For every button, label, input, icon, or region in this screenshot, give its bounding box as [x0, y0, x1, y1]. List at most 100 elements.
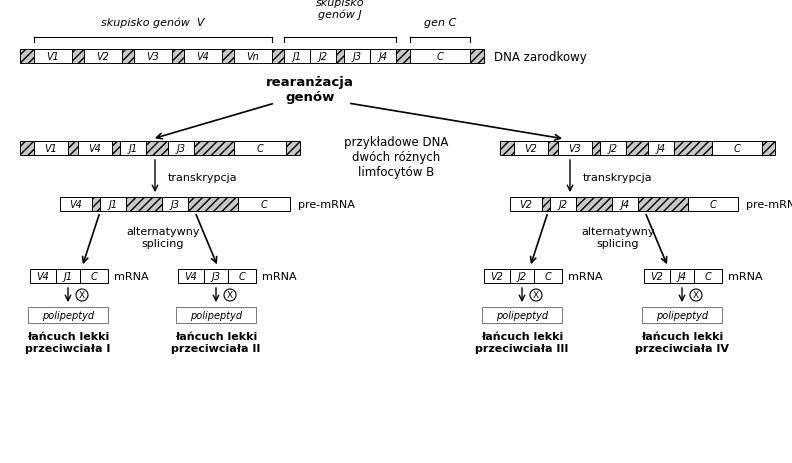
Bar [134, 50, 172, 64]
Text: J4: J4 [677, 271, 687, 282]
Text: V4: V4 [89, 144, 101, 154]
Text: J2: J2 [517, 271, 527, 282]
Text: pre-mRNA: pre-mRNA [298, 200, 355, 210]
Text: C: C [90, 271, 97, 282]
Text: V2: V2 [520, 200, 532, 210]
Text: V2: V2 [650, 271, 664, 282]
Bar [72, 50, 84, 64]
Text: J3: J3 [211, 271, 220, 282]
Text: łańcuch lekki
przeciwciała III: łańcuch lekki przeciwciała III [475, 332, 569, 353]
Bar [310, 50, 336, 64]
Bar [542, 198, 550, 212]
Text: J2: J2 [558, 200, 568, 210]
Text: V4: V4 [185, 271, 197, 282]
Bar [762, 142, 775, 156]
Text: V4: V4 [70, 200, 82, 210]
Bar [168, 142, 194, 156]
Text: rearanżacja
genów: rearanżacja genów [266, 76, 354, 104]
Text: mRNA: mRNA [262, 271, 297, 282]
Text: V1: V1 [47, 52, 59, 62]
Bar [510, 269, 534, 283]
Bar [514, 142, 548, 156]
Text: skupisko genów  V: skupisko genów V [101, 18, 205, 28]
Bar [34, 50, 72, 64]
Bar [336, 50, 344, 64]
Text: J3: J3 [177, 144, 185, 154]
Text: łańcuch lekki
przeciwciała IV: łańcuch lekki przeciwciała IV [635, 332, 729, 353]
Text: mRNA: mRNA [114, 271, 149, 282]
Text: przykładowe DNA
dwóch różnych
limfocytów B: przykładowe DNA dwóch różnych limfocytów… [344, 136, 448, 179]
Text: V1: V1 [44, 144, 58, 154]
Bar [176, 307, 256, 323]
Bar [644, 269, 670, 283]
Text: J2: J2 [318, 52, 328, 62]
Bar [228, 269, 256, 283]
Bar [80, 269, 108, 283]
Bar [100, 198, 126, 212]
Text: V2: V2 [97, 52, 109, 62]
Text: V4: V4 [196, 52, 209, 62]
Text: C: C [710, 200, 717, 210]
Text: J2: J2 [608, 144, 618, 154]
Bar [396, 50, 410, 64]
Bar [60, 198, 92, 212]
Bar [234, 50, 272, 64]
Bar [126, 198, 162, 212]
Text: J4: J4 [379, 52, 387, 62]
Text: mRNA: mRNA [728, 271, 763, 282]
Bar [30, 269, 56, 283]
Text: C: C [257, 144, 264, 154]
Text: mRNA: mRNA [568, 271, 603, 282]
Bar [612, 198, 638, 212]
Text: alternatywny
splicing: alternatywny splicing [126, 227, 200, 248]
Text: V2: V2 [524, 144, 538, 154]
Text: J1: J1 [63, 271, 73, 282]
Bar [592, 142, 600, 156]
Text: X: X [693, 291, 699, 300]
Text: X: X [533, 291, 539, 300]
Text: J3: J3 [170, 200, 180, 210]
Text: transkrypcja: transkrypcja [583, 173, 653, 182]
Bar [550, 198, 576, 212]
Text: J4: J4 [657, 144, 665, 154]
Bar [112, 142, 120, 156]
Bar [694, 269, 722, 283]
Bar [510, 198, 542, 212]
Bar [120, 142, 146, 156]
Bar [194, 142, 234, 156]
Text: V3: V3 [147, 52, 159, 62]
Bar [410, 50, 470, 64]
Text: pre-mRNA: pre-mRNA [746, 200, 792, 210]
Text: C: C [705, 271, 711, 282]
Bar [234, 142, 286, 156]
Bar [20, 50, 34, 64]
Bar [648, 142, 674, 156]
Bar [688, 198, 738, 212]
Bar [642, 307, 722, 323]
Bar [78, 142, 112, 156]
Bar [122, 50, 134, 64]
Bar [712, 142, 762, 156]
Text: DNA zarodkowy: DNA zarodkowy [494, 50, 587, 63]
Text: polipeptyd: polipeptyd [496, 310, 548, 320]
Bar [56, 269, 80, 283]
Bar [204, 269, 228, 283]
Text: C: C [261, 200, 268, 210]
Bar [670, 269, 694, 283]
Text: transkrypcja: transkrypcja [168, 173, 238, 182]
Text: J1: J1 [128, 144, 138, 154]
Text: C: C [545, 271, 551, 282]
Bar [84, 50, 122, 64]
Text: V2: V2 [490, 271, 504, 282]
Bar [626, 142, 648, 156]
Bar [482, 307, 562, 323]
Text: łańcuch lekki
przeciwciała II: łańcuch lekki przeciwciała II [171, 332, 261, 353]
Bar [34, 142, 68, 156]
Bar [558, 142, 592, 156]
Bar [28, 307, 108, 323]
Text: J3: J3 [352, 52, 362, 62]
Bar [146, 142, 168, 156]
Bar [184, 50, 222, 64]
Bar [188, 198, 238, 212]
Text: Vn: Vn [246, 52, 259, 62]
